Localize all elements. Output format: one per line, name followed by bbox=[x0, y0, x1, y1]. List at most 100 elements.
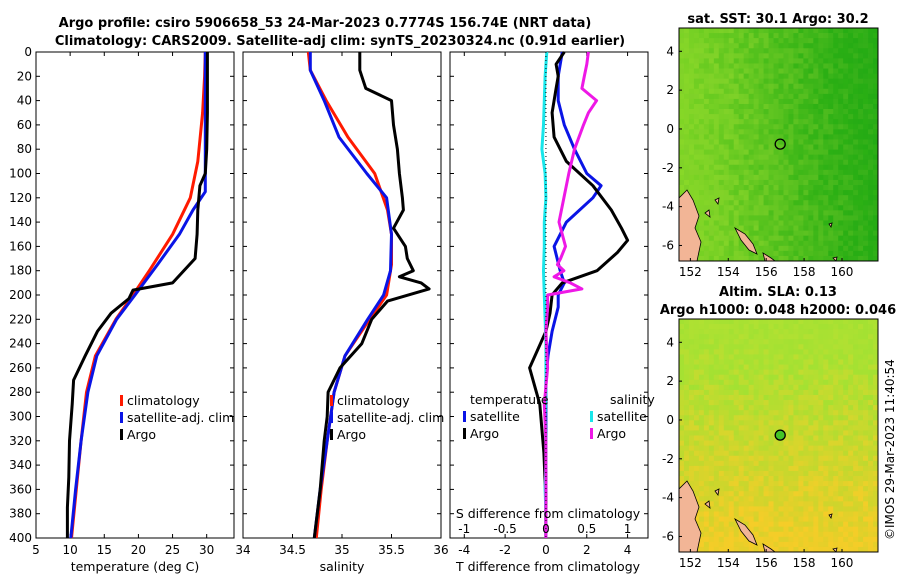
argo-position-marker bbox=[774, 429, 786, 441]
map-y-tick-label: 0 bbox=[666, 413, 674, 427]
map-x-tick-label: 158 bbox=[793, 556, 816, 570]
y-tick-label: 340 bbox=[9, 458, 32, 472]
map-x-tick-label: 160 bbox=[831, 265, 854, 279]
land-polygon bbox=[714, 197, 720, 205]
legend-label: satellite bbox=[470, 409, 520, 424]
difference-top-xlabel: S difference from climatology bbox=[456, 506, 641, 521]
land-polygon bbox=[704, 500, 711, 509]
title-line-2: Climatology: CARS2009. Satellite-adj cli… bbox=[55, 34, 625, 49]
legend-label: climatology bbox=[127, 393, 200, 408]
legend-swatch bbox=[120, 412, 123, 423]
series-line-argo bbox=[65, 52, 209, 538]
land-polygon bbox=[679, 480, 702, 552]
legend-label: climatology bbox=[337, 393, 410, 408]
y-tick-label: 400 bbox=[9, 531, 32, 545]
y-tick-label: 280 bbox=[9, 385, 32, 399]
x-tick-label: 5 bbox=[32, 543, 40, 557]
x-tick-label: 25 bbox=[165, 543, 180, 557]
y-tick-label: 220 bbox=[9, 312, 32, 326]
y-tick-label: 380 bbox=[9, 507, 32, 521]
map-y-tick-label: -2 bbox=[662, 452, 674, 466]
x-tick-label: 35 bbox=[334, 543, 349, 557]
series-line-t-argo bbox=[528, 51, 630, 538]
title-line-1: Argo profile: csiro 5906658_53 24-Mar-20… bbox=[59, 16, 592, 31]
map-y-tick-label: -2 bbox=[662, 161, 674, 175]
x-tick-label: 2 bbox=[583, 543, 591, 557]
map-y-tick-label: -6 bbox=[662, 529, 674, 543]
y-tick-label: 160 bbox=[9, 239, 32, 253]
map-x-tick-label: 158 bbox=[793, 265, 816, 279]
legend-label: Argo bbox=[470, 426, 499, 441]
series-line-satellite-adj-clim bbox=[69, 52, 207, 539]
temperature-xlabel: temperature (deg C) bbox=[71, 559, 200, 574]
map-x-tick-label: 152 bbox=[679, 556, 702, 570]
land-polygon bbox=[832, 256, 838, 261]
y-tick-label: 140 bbox=[9, 215, 32, 229]
x-tick-label: 10 bbox=[62, 543, 77, 557]
series-line-satellite-adj-clim bbox=[308, 52, 393, 539]
map-y-tick-label: -6 bbox=[662, 238, 674, 252]
map-y-tick-label: -4 bbox=[662, 200, 674, 214]
y-tick-label: 80 bbox=[17, 142, 32, 156]
land-polygon bbox=[832, 547, 838, 552]
legend-swatch bbox=[590, 411, 593, 422]
land-polygon bbox=[734, 517, 758, 546]
series-line-argo bbox=[312, 52, 431, 539]
map-x-tick-label: 154 bbox=[717, 265, 740, 279]
legend-label: Argo bbox=[597, 426, 626, 441]
salinity-panel: 34 34.5 35 35.5 36 climatology satellite-adj. … bbox=[235, 51, 449, 574]
y-tick-label: 200 bbox=[9, 288, 32, 302]
legend-swatch bbox=[120, 395, 123, 406]
top-x-tick-label: -0.5 bbox=[493, 522, 516, 536]
y-tick-label: 320 bbox=[9, 434, 32, 448]
top-x-tick-label: 0.5 bbox=[577, 522, 596, 536]
temperature-panel: 5 10 15 20 25 3002040608010012014016018020022… bbox=[9, 45, 235, 574]
x-tick-label: 30 bbox=[199, 543, 214, 557]
y-tick-label: 0 bbox=[24, 45, 32, 59]
footer-timestamp: ©IMOS 29-Mar-2023 11:40:54 bbox=[883, 359, 897, 540]
land-polygon bbox=[704, 209, 711, 218]
y-tick-label: 120 bbox=[9, 191, 32, 205]
land-polygon bbox=[828, 513, 833, 519]
map-y-tick-label: 4 bbox=[666, 335, 674, 349]
land-polygon bbox=[679, 189, 702, 261]
map-x-tick-label: 160 bbox=[831, 556, 854, 570]
y-tick-label: 60 bbox=[17, 118, 32, 132]
x-tick-label: 15 bbox=[97, 543, 112, 557]
salinity-xlabel: salinity bbox=[320, 559, 365, 574]
x-tick-label: 4 bbox=[624, 543, 632, 557]
y-tick-label: 240 bbox=[9, 337, 32, 351]
y-tick-label: 180 bbox=[9, 264, 32, 278]
x-tick-label: 34 bbox=[235, 543, 250, 557]
legend-swatch bbox=[463, 428, 466, 439]
y-tick-label: 260 bbox=[9, 361, 32, 375]
top-x-tick-label: 1 bbox=[624, 522, 632, 536]
map-y-tick-label: 2 bbox=[666, 83, 674, 97]
sla-map: 152 154 156 158 160 4 2 0 -2 -4 -6 bbox=[662, 318, 879, 570]
y-tick-label: 20 bbox=[17, 69, 32, 83]
legend-swatch bbox=[330, 429, 333, 440]
legend-label: Argo bbox=[337, 427, 366, 442]
sst-map: 152 154 156 158 160 4 2 0 -2 -4 -6 bbox=[662, 27, 879, 279]
argo-position-marker bbox=[774, 138, 786, 150]
x-tick-label: 0 bbox=[542, 543, 550, 557]
legend-swatch bbox=[463, 411, 466, 422]
legend-label: satellite bbox=[597, 409, 647, 424]
land-polygon bbox=[714, 488, 720, 496]
x-tick-label: 34.5 bbox=[279, 543, 306, 557]
map-x-tick-label: 152 bbox=[679, 265, 702, 279]
legend-swatch bbox=[330, 412, 333, 423]
difference-xlabel: T difference from climatology bbox=[455, 559, 641, 574]
legend-label: satellite-adj. clim bbox=[337, 410, 444, 425]
map-x-tick-label: 156 bbox=[755, 556, 778, 570]
top-x-tick-label: 0 bbox=[542, 522, 550, 536]
map-y-tick-label: -4 bbox=[662, 491, 674, 505]
sst-map-title: sat. SST: 30.1 Argo: 30.2 bbox=[687, 12, 868, 27]
sla-map-title: Altim. SLA: 0.13 bbox=[719, 285, 837, 300]
land-polygon bbox=[828, 222, 833, 228]
legend-heading-temperature: temperature bbox=[470, 392, 549, 407]
map-x-tick-label: 154 bbox=[717, 556, 740, 570]
top-x-tick-label: -1 bbox=[458, 522, 470, 536]
y-tick-label: 300 bbox=[9, 410, 32, 424]
